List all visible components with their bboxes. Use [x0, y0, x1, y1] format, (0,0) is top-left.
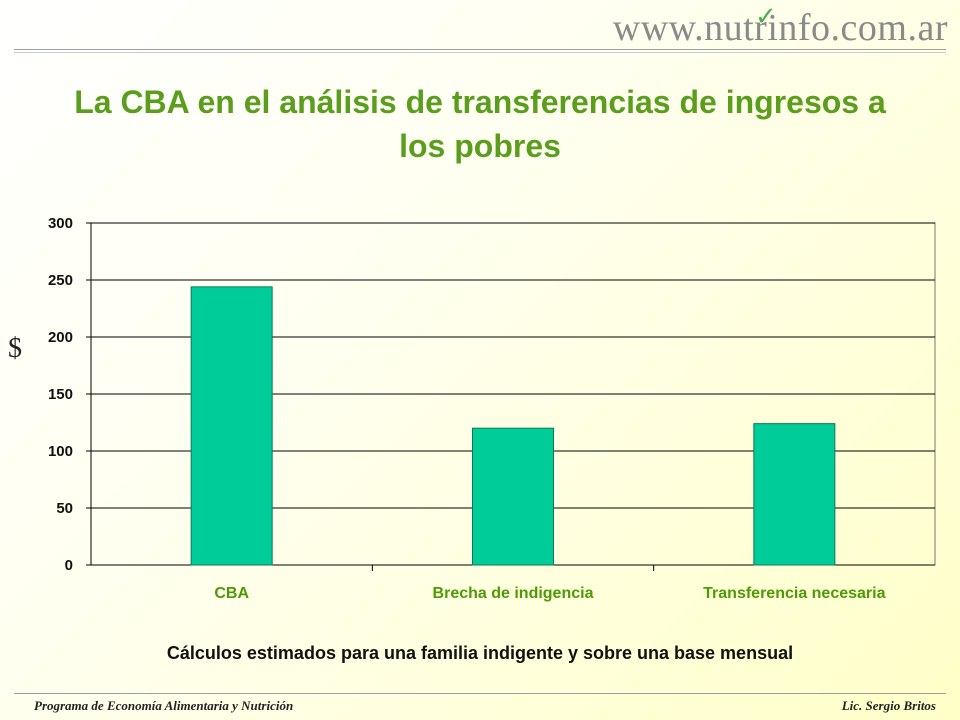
y-tick-label: 200	[48, 329, 73, 346]
y-tick-label: 250	[48, 272, 73, 289]
y-tick-label: 50	[56, 500, 73, 517]
x-tick-label: CBA	[214, 585, 249, 602]
y-axis-label: $	[8, 333, 22, 364]
top-divider	[14, 49, 946, 53]
logo[interactable]: www.nutrinfo.com.ar	[612, 7, 948, 49]
bar-1	[190, 286, 273, 566]
y-tick-label: 300	[48, 215, 73, 232]
y-tick-label: 100	[48, 443, 73, 460]
bar-2	[472, 427, 554, 566]
checkmark-icon: ✓	[755, 2, 777, 32]
chart-caption: Cálculos estimados para una familia indi…	[166, 643, 794, 663]
chart-title: La CBA en el análisis de transferencias …	[74, 84, 886, 164]
y-tick-label: 150	[48, 386, 73, 403]
bar-3	[753, 423, 836, 566]
x-tick-label: Transferencia necesaria	[703, 585, 885, 602]
x-tick-label: Brecha de indigencia	[433, 585, 594, 602]
bottom-divider	[14, 693, 946, 694]
footer-author: Lic. Sergio Britos	[841, 698, 936, 713]
footer-program: Programa de Economía Alimentaria y Nutri…	[34, 698, 294, 713]
y-tick-label: 0	[65, 557, 73, 574]
